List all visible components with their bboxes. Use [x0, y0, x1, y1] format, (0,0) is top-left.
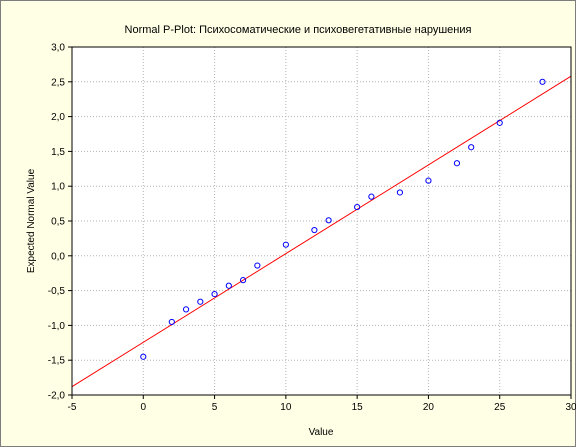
data-point [225, 282, 232, 289]
reference-line-group [71, 75, 572, 388]
x-tick-label: 20 [423, 402, 435, 413]
data-point [282, 241, 289, 248]
y-tick-label: 0,5 [51, 217, 65, 228]
x-axis-label: Value [309, 427, 334, 438]
data-point [539, 78, 546, 85]
y-tick-label: -0,5 [48, 286, 66, 297]
y-tick-label: 2,0 [51, 112, 65, 123]
data-point [396, 189, 404, 196]
y-tick-label: 1,0 [51, 182, 65, 193]
data-points [140, 78, 546, 360]
x-axis-ticks: -5 0 5 10 15 20 25 30 [68, 395, 576, 413]
x-tick-label: 5 [212, 402, 218, 413]
y-tick-label: 1,5 [51, 147, 65, 158]
data-point [140, 353, 147, 360]
data-point [239, 277, 247, 284]
x-tick-label: 15 [352, 402, 364, 413]
data-point [468, 144, 475, 151]
data-point [197, 298, 204, 305]
data-point [254, 262, 261, 269]
data-point [354, 203, 361, 211]
y-tick-label: 2,5 [51, 77, 65, 88]
reference-line [71, 75, 572, 388]
y-tick-label: -2,0 [48, 391, 66, 402]
data-point [182, 306, 190, 313]
data-point [496, 119, 503, 126]
chart-title: Normal P-Plot: Психосоматические и психо… [125, 24, 472, 36]
y-tick-label: 0,0 [51, 251, 65, 262]
y-tick-label: -1,5 [48, 356, 66, 367]
data-point [325, 217, 332, 224]
x-tick-label: 25 [494, 402, 506, 413]
x-tick-label: 0 [141, 402, 147, 413]
x-tick-label: 30 [565, 402, 576, 413]
data-point [211, 290, 218, 298]
y-tick-label: -1,0 [48, 321, 66, 332]
y-axis-label: Expected Normal Value [26, 168, 37, 273]
x-tick-label: 10 [280, 402, 292, 413]
data-point [453, 160, 461, 167]
data-point [368, 193, 375, 200]
y-tick-label: 3,0 [51, 43, 65, 54]
y-axis-ticks: -2,0 -1,5 -1,0 -0,5 0,0 0,5 1,0 1,5 2,0 2,5 3,0 [48, 43, 72, 402]
data-point [168, 318, 175, 326]
x-tick-label: -5 [68, 402, 77, 413]
data-point [425, 177, 432, 184]
data-point [311, 226, 318, 234]
